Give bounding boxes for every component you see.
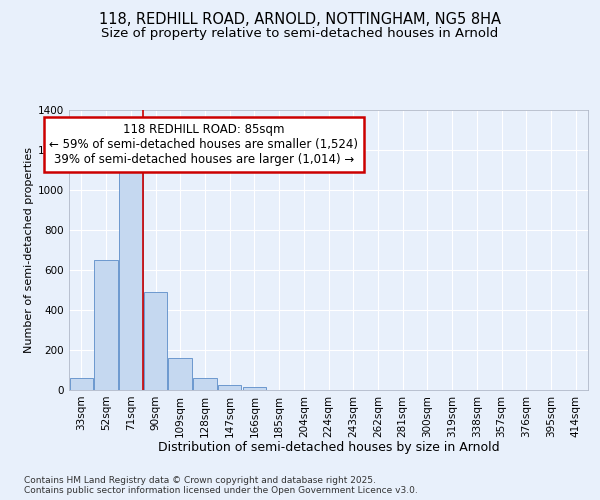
Bar — [242, 387, 266, 390]
Bar — [218, 385, 241, 390]
Text: 118, REDHILL ROAD, ARNOLD, NOTTINGHAM, NG5 8HA: 118, REDHILL ROAD, ARNOLD, NOTTINGHAM, N… — [99, 12, 501, 28]
X-axis label: Distribution of semi-detached houses by size in Arnold: Distribution of semi-detached houses by … — [158, 441, 499, 454]
Bar — [169, 358, 192, 390]
Text: Size of property relative to semi-detached houses in Arnold: Size of property relative to semi-detach… — [101, 28, 499, 40]
Bar — [94, 260, 118, 390]
Bar — [193, 378, 217, 390]
Y-axis label: Number of semi-detached properties: Number of semi-detached properties — [24, 147, 34, 353]
Bar — [144, 292, 167, 390]
Text: 118 REDHILL ROAD: 85sqm
← 59% of semi-detached houses are smaller (1,524)
39% of: 118 REDHILL ROAD: 85sqm ← 59% of semi-de… — [49, 122, 358, 166]
Bar — [70, 378, 93, 390]
Bar — [119, 158, 143, 390]
Text: Contains HM Land Registry data © Crown copyright and database right 2025.
Contai: Contains HM Land Registry data © Crown c… — [24, 476, 418, 495]
